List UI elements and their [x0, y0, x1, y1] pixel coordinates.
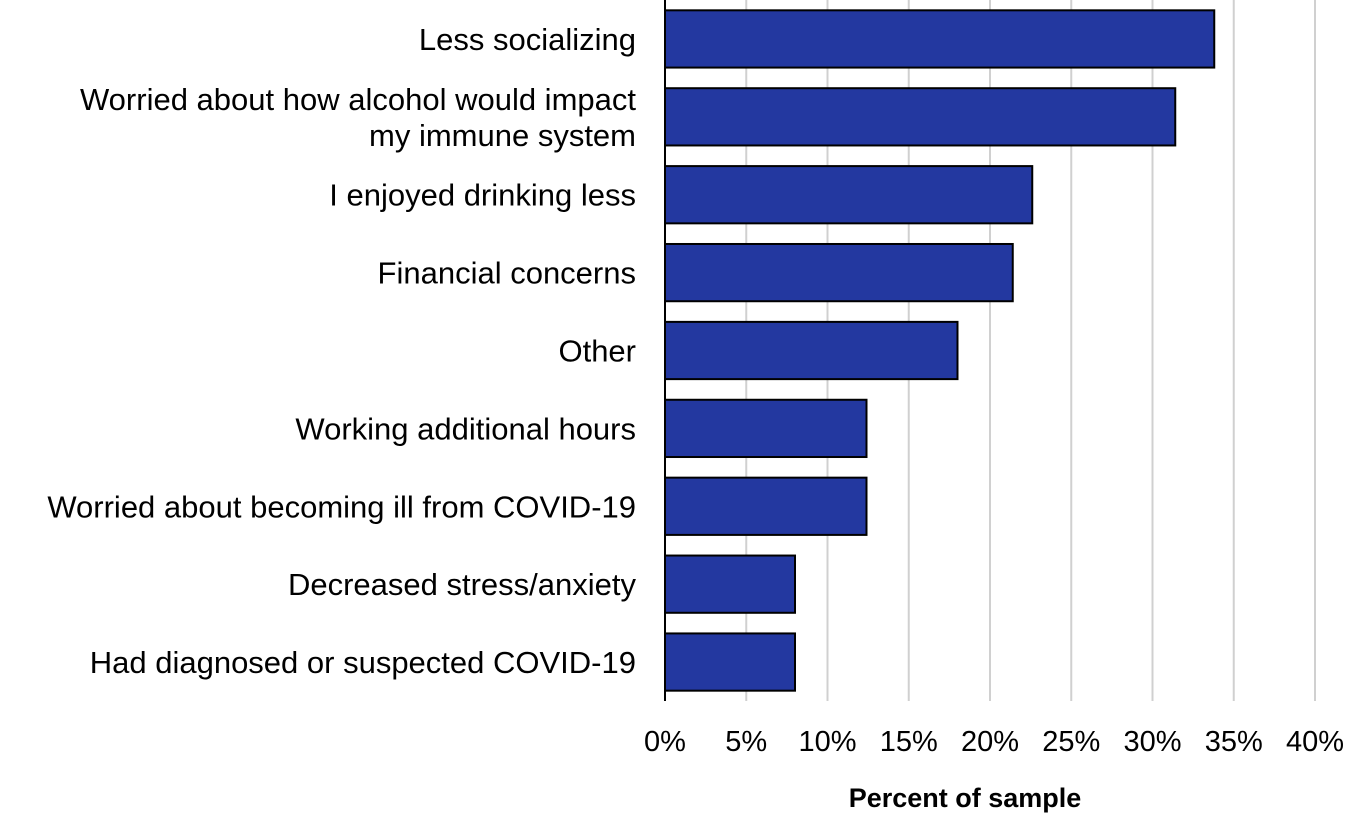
bar [664, 632, 796, 692]
category-label-line: Less socializing [419, 22, 636, 57]
category-label: Working additional hours [295, 411, 636, 446]
category-label: Decreased stress/anxiety [288, 567, 637, 602]
category-labels: Less socializing Worried about how alcoho… [47, 22, 636, 680]
bar [664, 9, 1216, 69]
category-label-line: Decreased stress/anxiety [288, 567, 637, 602]
x-tick-label: 30% [1123, 726, 1181, 758]
category-label: Other [558, 334, 636, 369]
category-label: Worried about how alcohol would impactmy… [80, 82, 636, 153]
category-label: Worried about becoming ill from COVID-19 [47, 489, 636, 524]
x-axis-title: Percent of sample [849, 783, 1082, 813]
category-label-line: Working additional hours [295, 411, 636, 446]
x-tick-label: 40% [1286, 726, 1344, 758]
bar [664, 554, 796, 614]
x-tick-label: 35% [1205, 726, 1263, 758]
category-label-line: my immune system [369, 118, 636, 153]
category-label-line: Worried about how alcohol would impact [80, 82, 636, 117]
bar [664, 320, 959, 381]
x-tick-label: 0% [644, 726, 686, 758]
category-label: Financial concerns [378, 256, 636, 291]
x-tick-labels: 0% 5% 10% 15% 20% 25% 30% 35% 40% [644, 726, 1344, 758]
bar [664, 242, 1014, 303]
category-label-line: Financial concerns [378, 256, 636, 291]
x-tick-label: 10% [798, 726, 856, 758]
category-label: I enjoyed drinking less [329, 178, 636, 213]
category-label-line: Had diagnosed or suspected COVID-19 [90, 645, 636, 680]
x-tick-label: 20% [961, 726, 1019, 758]
bar [664, 87, 1177, 147]
x-tick-label: 5% [725, 726, 767, 758]
bar [664, 165, 1034, 225]
category-label: Had diagnosed or suspected COVID-19 [90, 645, 636, 680]
bar [664, 476, 868, 536]
category-label-line: I enjoyed drinking less [329, 178, 636, 213]
bar [664, 398, 868, 459]
bars [664, 9, 1216, 692]
x-tick-label: 15% [880, 726, 938, 758]
category-label-line: Other [558, 334, 636, 369]
category-label-line: Worried about becoming ill from COVID-19 [47, 489, 636, 524]
x-tick-label: 25% [1042, 726, 1100, 758]
category-label: Less socializing [419, 22, 636, 57]
